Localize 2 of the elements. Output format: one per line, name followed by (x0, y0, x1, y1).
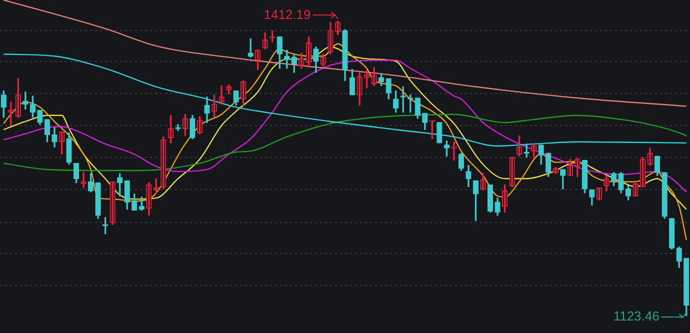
annotation: 1412.19 (264, 6, 311, 22)
annotation: 1123.46 (613, 308, 660, 324)
